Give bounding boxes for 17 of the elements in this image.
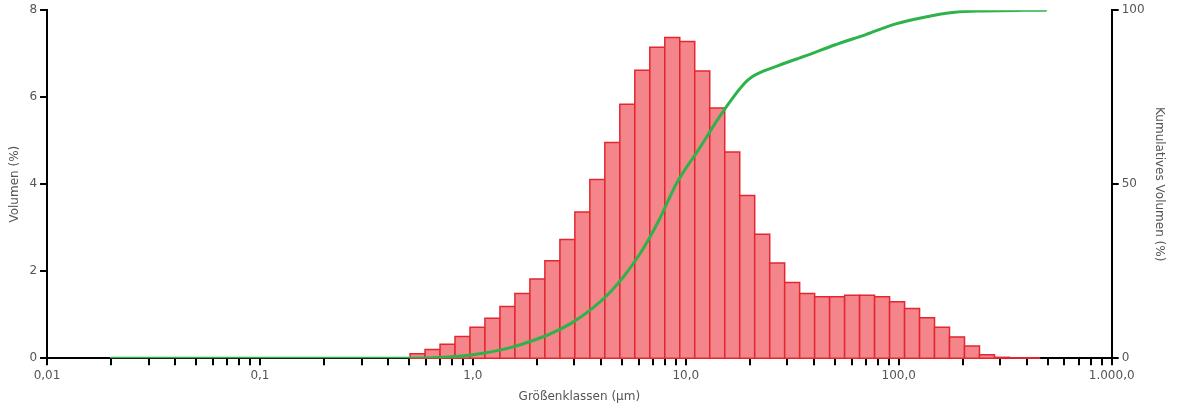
y2-tick-label: 100: [1121, 2, 1145, 17]
x-tick-label: 1.000,0: [1088, 367, 1135, 382]
y-tick-label: 0: [29, 350, 38, 365]
x-tick-label: 0,1: [250, 367, 270, 382]
y2-tick-label: 50: [1121, 176, 1137, 191]
x-tick-label: 1,0: [463, 367, 483, 382]
y-tick-label: 4: [29, 176, 38, 191]
y-axis-title: Volumen (%): [7, 145, 22, 223]
x-tick-label: 100,0: [881, 367, 916, 382]
x-tick-label: 10,0: [672, 367, 700, 382]
y-tick-label: 8: [29, 2, 38, 17]
y-tick-label: 6: [29, 89, 38, 104]
x-axis-title: Größenklassen (µm): [518, 388, 641, 403]
x-tick-label: 0,01: [33, 367, 61, 382]
y2-axis-title: Kumulatives Volumen (%): [1152, 107, 1167, 262]
y-tick-label: 2: [29, 263, 38, 278]
y2-tick-label: 0: [1121, 350, 1130, 365]
